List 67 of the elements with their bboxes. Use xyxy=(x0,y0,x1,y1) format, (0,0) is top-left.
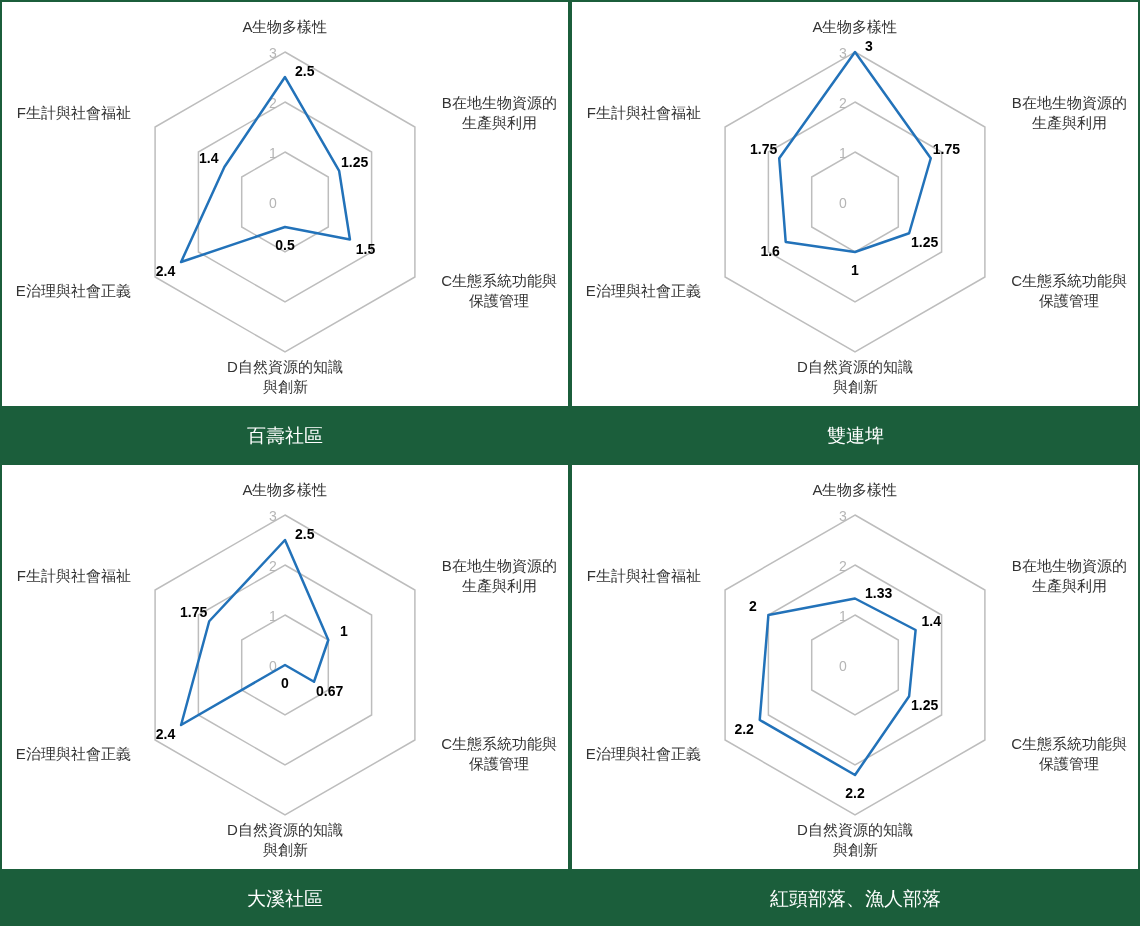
data-label: 1.6 xyxy=(760,243,781,259)
spoke-label: E治理與社會正義 xyxy=(585,282,701,299)
y-tick-label: 0 xyxy=(839,195,848,211)
data-label: 2.2 xyxy=(845,785,865,801)
spoke-label: F生計與社會福祉 xyxy=(16,104,131,121)
data-label: 0 xyxy=(281,675,290,691)
y-tick-label: 3 xyxy=(269,508,278,524)
spoke-label: A生物多樣性 xyxy=(812,481,898,498)
data-label: 1.25 xyxy=(911,234,939,251)
data-label: 1.4 xyxy=(921,613,942,629)
spoke-label: B在地生物資源的生產與利用 xyxy=(441,94,557,131)
y-tick-label: 0 xyxy=(269,195,278,211)
spoke-label: D自然資源的知識與創新 xyxy=(227,821,343,858)
y-tick-label: 0 xyxy=(839,658,848,674)
text: 大溪社區 xyxy=(247,887,323,909)
data-label: 1.75 xyxy=(932,141,961,158)
text: 紅頭部落、漁人部落 xyxy=(769,887,941,909)
data-label: 2.5 xyxy=(295,63,315,79)
spoke-label: C生態系統功能與保護管理 xyxy=(441,735,558,772)
spoke-label: F生計與社會福祉 xyxy=(16,567,131,584)
y-tick-label: 1 xyxy=(269,145,278,161)
data-label: 1.33 xyxy=(865,584,893,601)
data-label: 1.75 xyxy=(180,604,208,621)
y-tick-label: 2 xyxy=(839,95,848,111)
spoke-label: D自然資源的知識與創新 xyxy=(797,821,913,858)
y-tick-label: 1 xyxy=(269,608,278,624)
data-label: 3 xyxy=(865,38,873,54)
spoke-label: D自然資源的知識與創新 xyxy=(797,358,913,395)
data-label: 1.75 xyxy=(750,141,778,158)
spoke-label: E治理與社會正義 xyxy=(15,745,131,762)
y-tick-label: 2 xyxy=(839,558,848,574)
y-tick-label: 2 xyxy=(269,558,278,574)
spoke-label: A生物多樣性 xyxy=(812,18,898,35)
text: 百壽社區 xyxy=(247,424,323,446)
spoke-label: A生物多樣性 xyxy=(242,18,328,35)
spoke-label: B在地生物資源的生產與利用 xyxy=(441,557,557,594)
y-tick-label: 3 xyxy=(839,508,848,524)
spoke-label: F生計與社會福祉 xyxy=(586,104,701,121)
spoke-label: C生態系統功能與保護管理 xyxy=(1011,272,1128,309)
spoke-label: B在地生物資源的生產與利用 xyxy=(1011,94,1127,131)
spoke-label: C生態系統功能與保護管理 xyxy=(1011,735,1128,772)
spoke-label: E治理與社會正義 xyxy=(15,282,131,299)
spoke-label: D自然資源的知識與創新 xyxy=(227,358,343,395)
data-label: 1 xyxy=(339,623,348,639)
y-tick-label: 3 xyxy=(269,45,278,61)
y-tick-label: 3 xyxy=(839,45,848,61)
data-label: 0.67 xyxy=(315,682,344,699)
y-tick-label: 1 xyxy=(839,608,848,624)
data-label: 1.5 xyxy=(355,240,376,257)
data-label: 1.25 xyxy=(911,697,939,714)
y-tick-label: 0 xyxy=(269,658,278,674)
data-label: 2.4 xyxy=(155,726,176,742)
spoke-label: F生計與社會福祉 xyxy=(586,567,701,584)
text: 雙連埤 xyxy=(826,424,884,446)
data-label: 0.5 xyxy=(275,237,295,253)
data-label: 2.4 xyxy=(155,263,176,279)
y-tick-label: 1 xyxy=(839,145,848,161)
spoke-label: B在地生物資源的生產與利用 xyxy=(1011,557,1127,594)
data-label: 1.4 xyxy=(199,150,219,166)
data-label: 2 xyxy=(748,598,757,614)
data-label: 1.25 xyxy=(341,153,369,170)
spoke-label: C生態系統功能與保護管理 xyxy=(441,272,558,309)
data-label: 2.5 xyxy=(295,526,315,542)
spoke-label: E治理與社會正義 xyxy=(585,745,701,762)
data-label: 2.2 xyxy=(734,721,755,737)
spoke-label: A生物多樣性 xyxy=(242,481,328,498)
data-label: 1 xyxy=(851,262,860,278)
